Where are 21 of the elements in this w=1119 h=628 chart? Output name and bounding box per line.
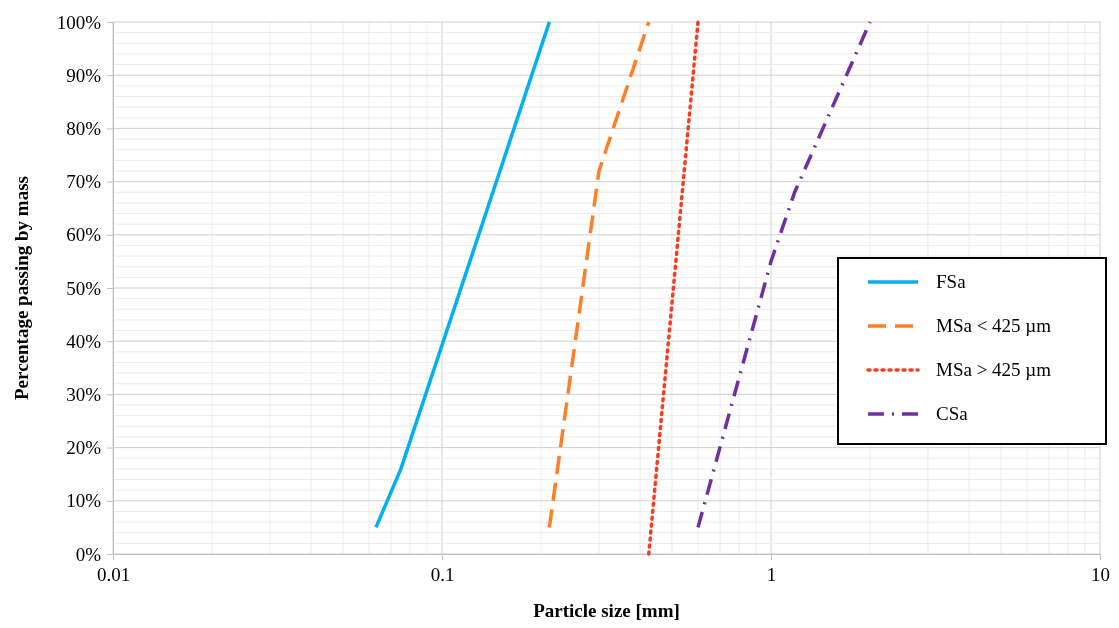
y-tick-label: 80%	[66, 117, 102, 139]
y-tick-label: 40%	[66, 330, 102, 352]
y-tick-label: 50%	[66, 277, 102, 299]
y-tick-label: 10%	[66, 490, 102, 512]
legend-label: CSa	[936, 403, 969, 424]
legend-label: MSa > 425 µm	[936, 359, 1052, 380]
y-tick-label: 20%	[66, 437, 102, 459]
y-axis-title: Percentage passing by mass	[11, 176, 32, 400]
x-tick-label: 10	[1091, 564, 1110, 586]
x-axis-title: Particle size [mm]	[533, 600, 680, 621]
x-tick-label: 0.1	[430, 564, 455, 586]
x-tick-label: 1	[766, 564, 777, 586]
legend-label: FSa	[936, 271, 967, 292]
y-tick-label: 70%	[66, 171, 102, 193]
y-tick-label: 60%	[66, 224, 102, 246]
y-tick-label: 100%	[56, 11, 102, 33]
y-tick-label: 90%	[66, 64, 102, 86]
legend-label: MSa < 425 µm	[936, 315, 1052, 336]
y-tick-label: 30%	[66, 383, 102, 405]
y-tick-label: 0%	[75, 543, 102, 565]
x-tick-label: 0.01	[96, 564, 131, 586]
